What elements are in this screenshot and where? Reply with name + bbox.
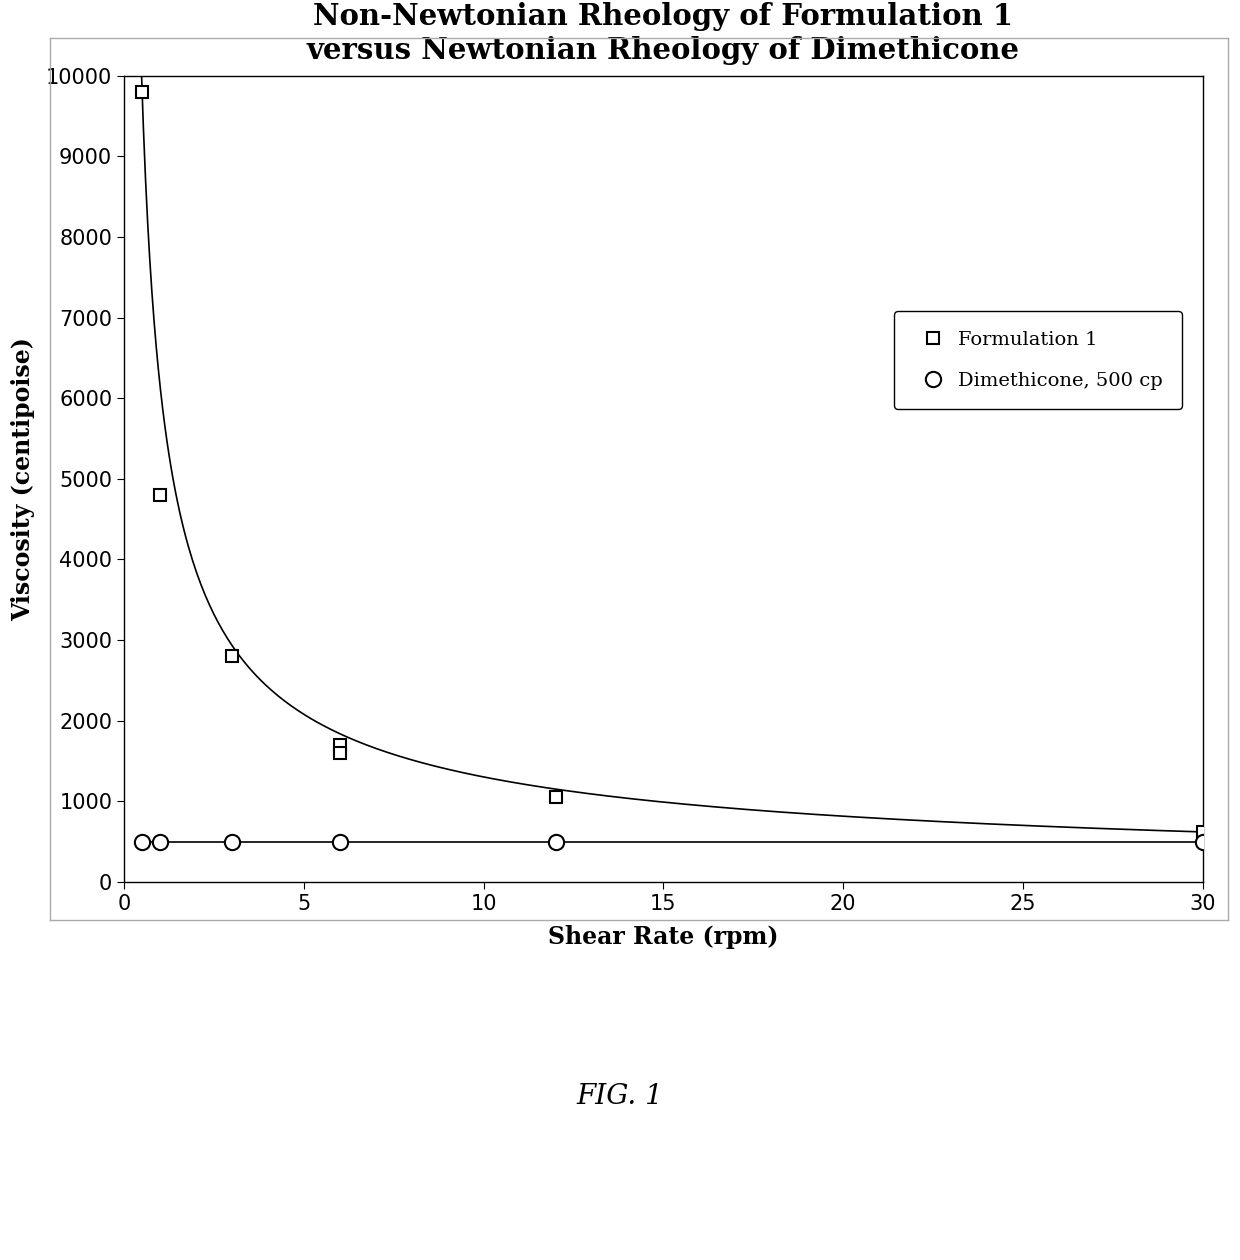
X-axis label: Shear Rate (rpm): Shear Rate (rpm) bbox=[548, 925, 779, 949]
Legend: Formulation 1, Dimethicone, 500 cp: Formulation 1, Dimethicone, 500 cp bbox=[894, 311, 1182, 410]
Title: Non-Newtonian Rheology of Formulation 1
versus Newtonian Rheology of Dimethicone: Non-Newtonian Rheology of Formulation 1 … bbox=[306, 3, 1019, 66]
Text: FIG. 1: FIG. 1 bbox=[577, 1082, 663, 1110]
Y-axis label: Viscosity (centipoise): Viscosity (centipoise) bbox=[11, 336, 35, 621]
